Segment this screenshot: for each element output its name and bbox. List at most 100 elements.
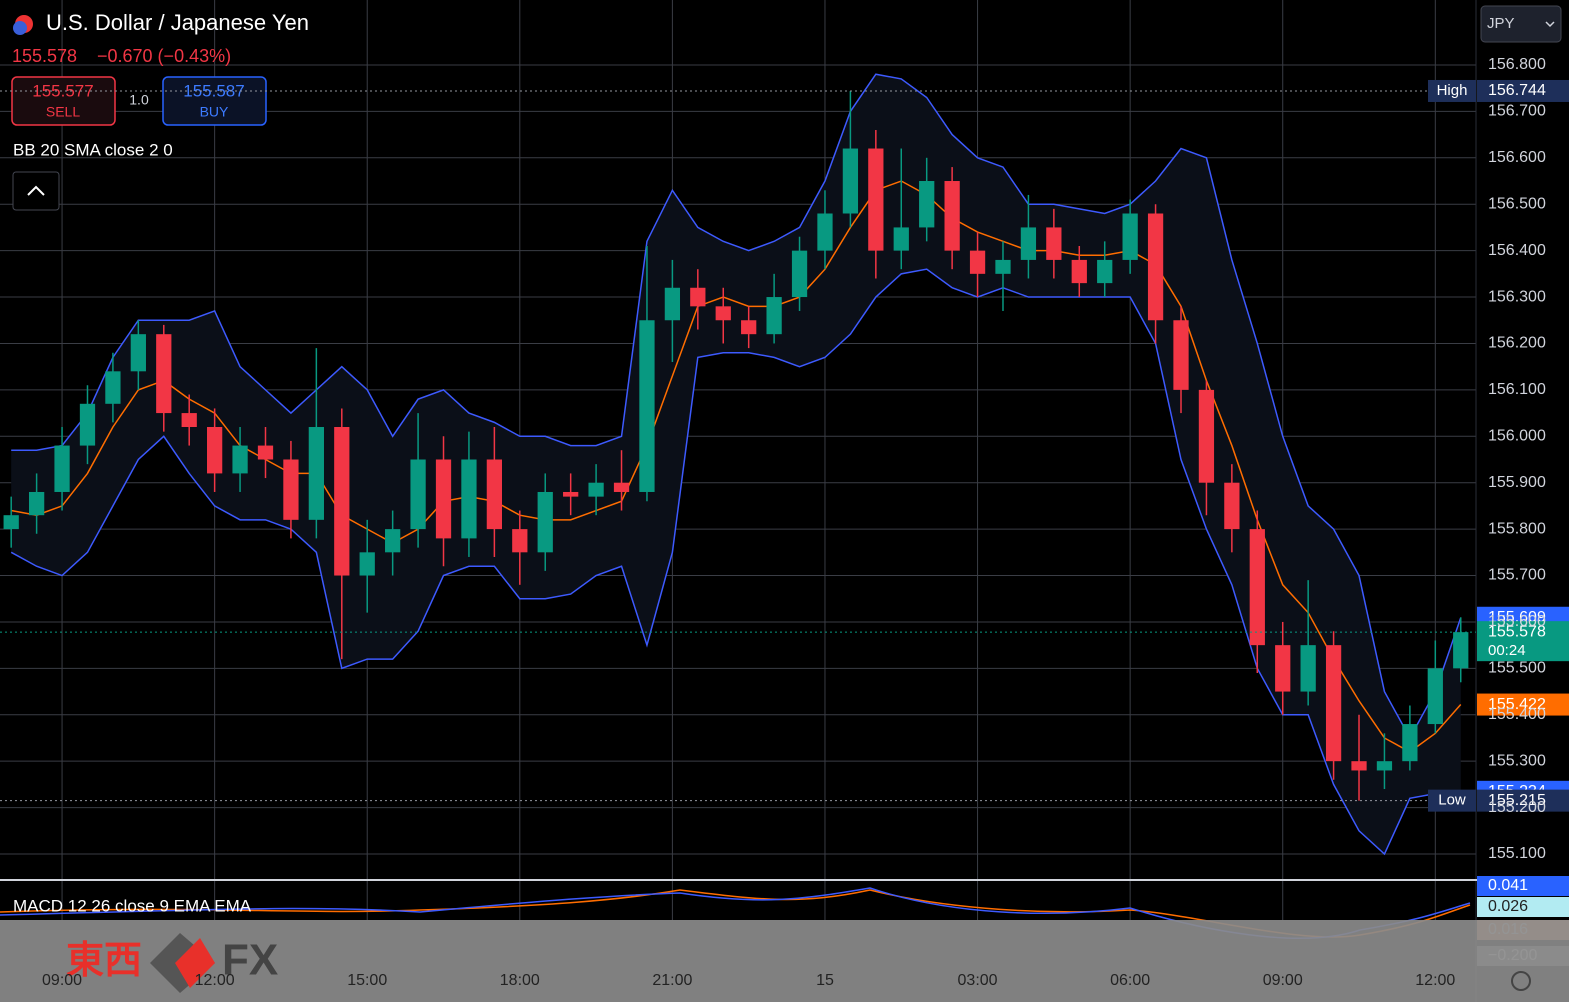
price-tag-name-bg: [1428, 79, 1476, 102]
price-change: −0.670 (−0.43%): [97, 46, 231, 66]
candle-body: [283, 459, 299, 520]
candle-body: [54, 445, 70, 492]
candle-body: [1046, 227, 1062, 260]
candle-body: [588, 482, 604, 497]
watermark-logo: [175, 938, 215, 988]
candle-body: [868, 148, 884, 251]
candle-body: [969, 250, 986, 274]
price-tag-label: 155.215: [1488, 792, 1546, 809]
candle-body: [1402, 724, 1418, 762]
candle-body: [1249, 529, 1265, 646]
candle-body: [461, 459, 477, 539]
y-tick-label: 156.800: [1488, 56, 1546, 73]
watermark-kanji: 東西: [66, 940, 142, 982]
x-tick-label: 21:00: [652, 972, 692, 989]
candle-body: [766, 297, 782, 335]
currency-select[interactable]: [1480, 5, 1562, 43]
macd-tag: [1477, 876, 1569, 896]
x-tick-label: 15: [816, 972, 834, 989]
last-price: 155.578: [12, 46, 77, 66]
y-tick-label: 155.500: [1488, 660, 1546, 677]
candle-body: [1351, 761, 1367, 771]
candle-body: [1097, 259, 1113, 284]
sell-price: 155.577: [32, 81, 93, 100]
macd-tag: [1477, 897, 1569, 917]
y-tick-label: 155.800: [1488, 520, 1546, 537]
candle-body: [1275, 645, 1291, 692]
candle-body: [563, 491, 579, 497]
candle-body: [639, 320, 655, 492]
price-tag: [1477, 693, 1569, 716]
watermark-fx: FX: [222, 936, 278, 985]
y-tick-label: 155.100: [1488, 845, 1546, 862]
currency-label: JPY: [1487, 15, 1515, 32]
countdown: 00:24: [1488, 642, 1526, 659]
y-tick-label: 156.300: [1488, 288, 1546, 305]
y-tick-label: 156.500: [1488, 195, 1546, 212]
candle-body: [1300, 645, 1316, 692]
order-size[interactable]: 1.0: [129, 92, 149, 108]
candle-body: [1325, 645, 1342, 762]
candle-body: [919, 181, 935, 228]
candle-body: [207, 427, 223, 474]
candle-body: [613, 482, 630, 492]
x-tick-label: 06:00: [1110, 972, 1150, 989]
candle-body: [156, 334, 172, 414]
candle-body: [664, 287, 681, 321]
candle-body: [1122, 213, 1138, 260]
candle-body: [308, 427, 324, 520]
candle-body: [486, 459, 503, 530]
price-tag-label: 156.744: [1488, 82, 1546, 99]
sell-button[interactable]: [11, 76, 116, 126]
buy-price: 155.587: [183, 81, 244, 100]
price-tag-label: 155.422: [1488, 696, 1546, 713]
candle-body: [232, 445, 248, 474]
settings-icon[interactable]: [1511, 971, 1531, 991]
y-tick-label: 155.200: [1488, 799, 1546, 816]
y-tick-label: 156.000: [1488, 428, 1546, 445]
candle-body: [1224, 482, 1240, 530]
candle-body: [334, 427, 350, 576]
candle-body: [690, 287, 706, 307]
candle-body: [1173, 320, 1189, 390]
candle-body: [791, 250, 808, 298]
bottom-overlay: [0, 920, 1569, 1002]
price-tag: [1477, 621, 1569, 662]
candle-body: [359, 552, 375, 576]
candle-body: [944, 181, 960, 251]
x-tick-label: 09:00: [42, 972, 82, 989]
y-tick-label: 156.100: [1488, 381, 1546, 398]
x-tick-label: 15:00: [347, 972, 387, 989]
collapse-button[interactable]: [12, 171, 60, 211]
y-tick-label: 156.400: [1488, 242, 1546, 259]
y-tick-label: 156.600: [1488, 149, 1546, 166]
candle-body: [79, 403, 96, 446]
x-tick-label: 12:00: [195, 972, 235, 989]
candle-body: [410, 459, 426, 530]
macd-label: MACD 12 26 close 9 EMA EMA: [13, 896, 252, 915]
y-tick-label: 156.700: [1488, 103, 1546, 120]
price-tag-label: 155.578: [1488, 623, 1546, 640]
candle-body: [28, 491, 45, 516]
candle-body: [1198, 389, 1215, 483]
candle-body: [715, 306, 731, 321]
x-tick-label: 18:00: [500, 972, 540, 989]
candle-body: [537, 491, 553, 553]
macd-tag-label: 0.041: [1488, 877, 1528, 894]
candle-body: [1453, 632, 1469, 669]
candle-body: [257, 445, 274, 460]
chevron-icon: [27, 185, 45, 196]
price-tag-name: High: [1437, 82, 1468, 99]
candle-body: [995, 259, 1011, 274]
candle-body: [893, 227, 909, 251]
buy-label: BUY: [200, 104, 229, 120]
candle-body: [1071, 259, 1087, 284]
indicator-line: [10, 268, 1461, 856]
candle-body: [435, 459, 452, 539]
sell-label: SELL: [46, 104, 80, 120]
candle-body: [1020, 227, 1037, 260]
candle-body: [3, 515, 19, 530]
candle-body: [842, 148, 859, 214]
buy-button[interactable]: [162, 76, 267, 126]
